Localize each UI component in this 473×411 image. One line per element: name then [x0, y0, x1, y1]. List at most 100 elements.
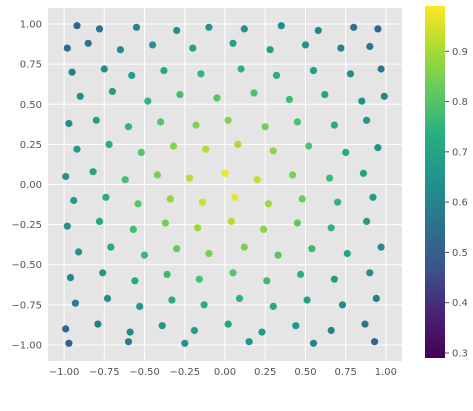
scatter-point — [253, 176, 261, 184]
scatter-point — [327, 224, 335, 232]
scatter-point — [76, 92, 84, 100]
scatter-point — [62, 325, 70, 333]
scatter-point — [128, 71, 136, 79]
scatter-point — [181, 339, 189, 347]
scatter-point — [237, 65, 245, 73]
scatter-points — [62, 22, 388, 347]
scatter-point — [205, 249, 213, 258]
scatter-point — [197, 70, 205, 78]
y-tick-label: −0.50 — [11, 260, 42, 271]
scatter-point — [195, 275, 203, 283]
scatter-point — [227, 217, 235, 225]
scatter-point — [342, 148, 350, 156]
scatter-point — [260, 225, 268, 233]
y-tick-label: −0.25 — [11, 220, 42, 231]
scatter-point — [194, 224, 202, 232]
scatter-point — [173, 245, 181, 253]
colorbar-tick-label: 0.3 — [452, 348, 468, 359]
scatter-point — [301, 41, 310, 49]
scatter-point — [358, 97, 366, 105]
scatter-point — [66, 274, 75, 282]
scatter-point — [124, 338, 133, 346]
colorbar-tick-label: 0.9 — [452, 47, 468, 58]
scatter-point — [337, 44, 345, 52]
scatter-point — [107, 243, 115, 251]
scatter-point — [65, 119, 73, 128]
scatter-point — [240, 243, 248, 251]
scatter-point — [258, 328, 266, 336]
scatter-point — [292, 322, 300, 330]
scatter-point — [363, 217, 371, 225]
scatter-point — [131, 277, 139, 285]
scatter-point — [160, 67, 168, 75]
scatter-point — [92, 116, 100, 124]
scatter-point — [327, 326, 335, 335]
y-tick-label: 0.25 — [20, 140, 42, 151]
scatter-point — [309, 339, 318, 347]
scatter-point — [102, 193, 110, 201]
scatter-point — [105, 140, 113, 148]
scatter-point — [298, 195, 306, 203]
scatter-point — [293, 118, 301, 126]
scatter-point — [380, 92, 388, 100]
colorbar — [425, 6, 445, 358]
scatter-point — [343, 249, 351, 258]
scatter-point — [231, 193, 239, 201]
scatter-point — [190, 326, 198, 335]
scatter-point — [346, 70, 355, 78]
x-tick-label: 0.25 — [254, 367, 276, 378]
scatter-point — [366, 42, 374, 51]
x-tick-label: −0.25 — [169, 367, 200, 378]
scatter-point — [108, 87, 116, 95]
scatter-point — [192, 121, 200, 129]
scatter-point — [369, 193, 377, 201]
x-tick-label: 0.50 — [294, 367, 316, 378]
scatter-point — [161, 219, 170, 227]
scatter-point — [189, 44, 197, 52]
scatter-point — [326, 174, 334, 182]
scatter-point — [377, 65, 385, 73]
x-tick-label: 1.00 — [375, 367, 397, 378]
scatter-point — [68, 68, 76, 76]
scatter-point — [173, 26, 181, 35]
x-tick-label: 0.75 — [335, 367, 357, 378]
scatter-point — [285, 95, 293, 104]
scatter-point — [149, 41, 157, 49]
colorbar-tick-label: 0.8 — [452, 97, 468, 108]
scatter-point — [116, 46, 124, 54]
scatter-point — [129, 225, 137, 233]
x-tick-label: −0.50 — [129, 367, 160, 378]
scatter-point — [176, 91, 184, 99]
scatter-point — [65, 339, 73, 347]
colorbar-axis: 0.3 0.4 0.5 0.6 0.7 0.8 0.9 — [445, 47, 468, 359]
scatter-point — [121, 176, 129, 184]
scatter-point — [132, 23, 141, 31]
scatter-point — [95, 25, 104, 33]
scatter-point — [293, 219, 301, 227]
scatter-point — [63, 44, 71, 52]
scatter-point — [166, 195, 174, 203]
colorbar-tick-label: 0.7 — [452, 147, 468, 158]
scatter-point — [137, 148, 145, 156]
scatter-point — [245, 338, 253, 346]
scatter-point — [73, 145, 81, 153]
scatter-point — [321, 91, 329, 99]
scatter-point — [308, 245, 316, 253]
scatter-point — [264, 200, 272, 208]
x-axis: −1.00 −0.75 −0.50 −0.25 0.00 0.25 0.50 0.75 1.00 — [49, 367, 397, 378]
scatter-point — [305, 142, 313, 150]
scatter-point — [374, 144, 382, 152]
scatter-point — [263, 277, 271, 285]
scatter-point — [361, 320, 369, 328]
scatter-point — [158, 322, 166, 330]
scatter-point — [235, 294, 244, 302]
scatter-point — [163, 270, 171, 278]
scatter-point — [269, 147, 277, 155]
x-tick-label: −1.00 — [49, 367, 80, 378]
scatter-point — [73, 22, 81, 30]
scatter-point — [229, 39, 237, 47]
colorbar-tick-label: 0.5 — [452, 248, 468, 259]
scatter-point — [144, 97, 152, 105]
scatter-point — [240, 25, 248, 33]
